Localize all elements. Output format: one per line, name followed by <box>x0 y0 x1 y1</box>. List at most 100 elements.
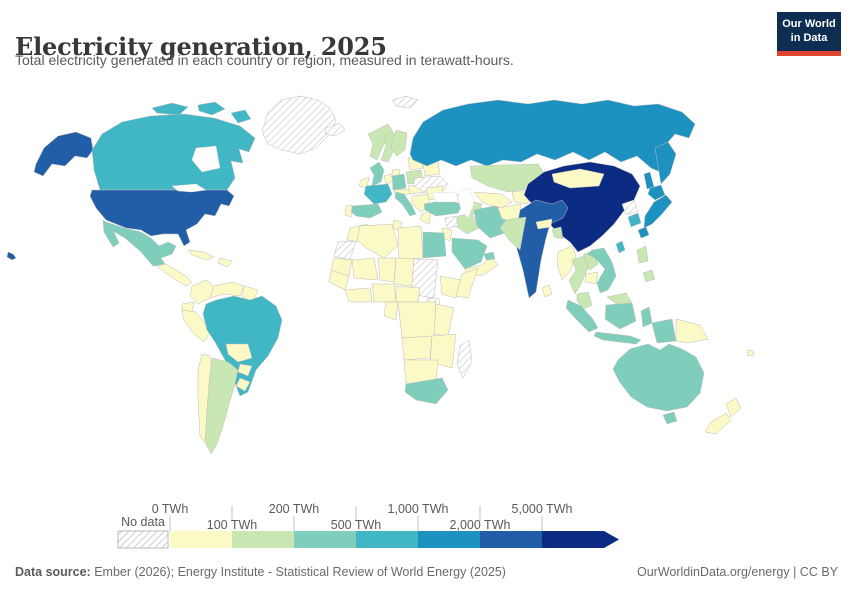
country-united-kingdom[interactable] <box>369 161 385 187</box>
country-zambia[interactable] <box>429 333 457 369</box>
country-australia[interactable] <box>612 343 705 412</box>
country-philippines[interactable] <box>642 269 656 283</box>
country-guatemala[interactable] <box>155 263 193 287</box>
country-chad[interactable] <box>393 257 415 287</box>
country-japan[interactable] <box>643 194 673 229</box>
country-uzbekistan[interactable] <box>473 191 513 210</box>
legend-bin-3[interactable] <box>356 531 418 548</box>
country-kazakhstan[interactable] <box>469 163 547 193</box>
country-spain[interactable] <box>348 203 383 219</box>
country-united-states[interactable] <box>89 189 235 247</box>
country-japan[interactable] <box>647 184 666 201</box>
country-libya[interactable] <box>397 225 424 261</box>
country-cuba[interactable] <box>187 249 215 261</box>
country-pakistan[interactable] <box>499 216 527 251</box>
country-sweden[interactable] <box>380 131 396 163</box>
country-united-states[interactable] <box>6 251 17 261</box>
country-bolivia[interactable] <box>225 343 253 363</box>
country-mongolia[interactable] <box>551 168 605 189</box>
legend-bin-6[interactable] <box>542 531 619 548</box>
country-united-states[interactable] <box>33 131 94 177</box>
country-canada[interactable] <box>197 101 226 116</box>
country-new-zealand[interactable] <box>704 412 732 435</box>
country-colombia[interactable] <box>189 279 215 305</box>
country-vietnam[interactable] <box>586 247 617 294</box>
country-russia[interactable] <box>409 99 696 175</box>
legend-bin-5[interactable] <box>480 531 542 548</box>
country-sri-lanka[interactable] <box>541 284 553 298</box>
country-argentina[interactable] <box>204 357 239 455</box>
country-north-korea[interactable] <box>621 199 639 216</box>
country-indonesia[interactable] <box>604 302 637 330</box>
country-south-africa[interactable] <box>404 377 449 405</box>
country-bangladesh[interactable] <box>551 226 564 240</box>
country-nigeria[interactable] <box>371 283 397 303</box>
country-mali[interactable] <box>351 257 379 281</box>
country-russia[interactable] <box>654 141 677 185</box>
legend-bin-4[interactable] <box>418 531 480 548</box>
country-australia[interactable] <box>662 411 678 425</box>
country-south-korea[interactable] <box>627 212 642 228</box>
country-italy[interactable] <box>394 191 417 217</box>
country-thailand[interactable] <box>568 255 589 295</box>
country-indonesia[interactable] <box>651 318 677 344</box>
country-indonesia[interactable] <box>565 299 599 333</box>
country-kenya[interactable] <box>433 303 455 337</box>
country-syria[interactable] <box>444 215 459 229</box>
country-peru[interactable] <box>181 309 211 343</box>
country-papua-new-guinea[interactable] <box>675 318 709 344</box>
country-nepal[interactable] <box>535 218 553 230</box>
country-saudi-arabia[interactable] <box>451 237 488 270</box>
country-iceland[interactable] <box>324 122 346 137</box>
country-somalia[interactable] <box>455 267 479 299</box>
country-united-arab-emirates[interactable] <box>483 251 496 261</box>
country-egypt[interactable] <box>422 231 447 259</box>
country-new-zealand[interactable] <box>725 397 742 418</box>
country-myanmar[interactable] <box>556 245 577 281</box>
country-svalbard[interactable] <box>391 95 419 109</box>
legend-bin-0[interactable] <box>170 531 232 548</box>
country-indonesia[interactable] <box>593 331 642 345</box>
country-france[interactable] <box>363 183 393 205</box>
country-venezuela[interactable] <box>209 281 245 299</box>
country-fiji[interactable] <box>746 349 755 357</box>
country-germany[interactable] <box>391 173 407 191</box>
country-indonesia[interactable] <box>640 306 653 328</box>
country-malaysia[interactable] <box>576 291 593 310</box>
country-algeria[interactable] <box>356 223 399 259</box>
legend-bin-1[interactable] <box>232 531 294 548</box>
country-madagascar[interactable] <box>456 339 473 379</box>
country-norway[interactable] <box>367 123 394 161</box>
owid-license-link[interactable]: OurWorldinData.org/energy | CC BY <box>636 565 838 579</box>
country-russia[interactable] <box>643 171 655 190</box>
country-cameroon[interactable] <box>395 285 421 303</box>
country-taiwan[interactable] <box>615 240 626 254</box>
country-netherlands[interactable] <box>383 173 394 185</box>
country-democratic-republic-of-congo[interactable] <box>397 301 437 339</box>
country-ghana[interactable] <box>344 287 373 303</box>
legend-bin-2[interactable] <box>294 531 356 548</box>
legend-no-data-swatch[interactable] <box>117 530 169 549</box>
country-gabon[interactable] <box>383 301 399 321</box>
country-india[interactable] <box>510 199 569 299</box>
owid-logo[interactable]: Our World in Data <box>777 12 841 56</box>
country-angola[interactable] <box>401 335 433 361</box>
country-philippines[interactable] <box>636 245 649 264</box>
country-paraguay[interactable] <box>237 363 253 377</box>
country-haiti[interactable] <box>217 257 233 268</box>
country-ethiopia[interactable] <box>439 275 463 299</box>
country-japan[interactable] <box>637 226 650 239</box>
country-greenland[interactable] <box>261 95 337 155</box>
country-canada[interactable] <box>230 109 252 124</box>
country-cambodia[interactable] <box>584 271 599 285</box>
country-finland[interactable] <box>390 129 408 157</box>
country-greece[interactable] <box>419 210 432 225</box>
country-canada[interactable] <box>151 102 189 116</box>
country-mexico[interactable] <box>105 221 177 267</box>
country-mexico[interactable] <box>102 219 120 248</box>
country-portugal[interactable] <box>344 204 353 218</box>
country-niger[interactable] <box>377 257 397 283</box>
country-canada[interactable] <box>91 113 256 191</box>
country-western-sahara[interactable] <box>333 240 357 261</box>
country-uruguay[interactable] <box>235 377 251 392</box>
